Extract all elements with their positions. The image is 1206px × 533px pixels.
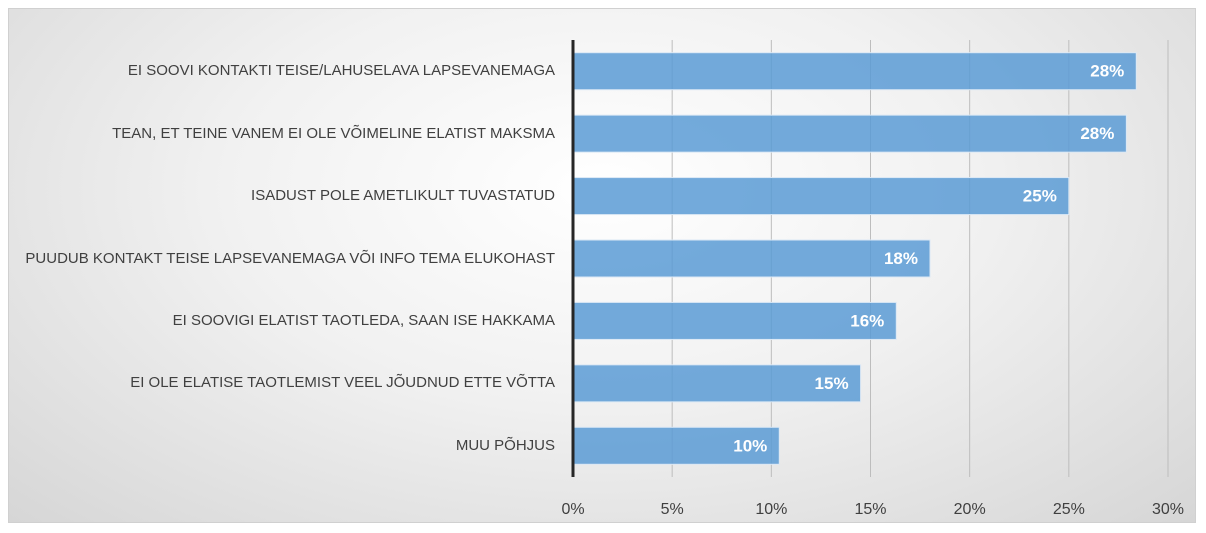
y-tick-label: EI SOOVI KONTAKTI TEISE/LAHUSELAVA LAPSE… <box>127 62 555 80</box>
x-tick-label: 5% <box>661 501 684 518</box>
y-tick-label: MUU PÕHJUS <box>455 436 555 454</box>
bar <box>572 364 862 403</box>
bar <box>572 114 1127 153</box>
bar <box>572 301 897 340</box>
x-tick-label: 15% <box>854 501 886 518</box>
y-tick-label: ISADUST POLE AMETLIKULT TUVASTATUD <box>251 187 555 205</box>
y-tick-label: EI SOOVIGI ELATIST TAOTLEDA, SAAN ISE HA… <box>172 311 555 329</box>
y-tick-label: PUUDUB KONTAKT TEISE LAPSEVANEMAGA VÕI I… <box>25 249 555 267</box>
bar <box>572 239 931 278</box>
y-tick-label: TEAN, ET TEINE VANEM EI OLE VÕIMELINE EL… <box>112 124 555 142</box>
y-tick-label: EI OLE ELATISE TAOTLEMIST VEEL JÕUDNUD E… <box>130 374 555 392</box>
x-tick-label: 20% <box>954 501 986 518</box>
x-tick-label: 25% <box>1053 501 1085 518</box>
data-label: 28% <box>1080 124 1114 143</box>
data-label: 18% <box>884 249 918 268</box>
bar <box>572 426 780 465</box>
bar <box>572 177 1070 216</box>
bar <box>572 52 1137 91</box>
data-label: 28% <box>1090 62 1124 81</box>
x-tick-label: 0% <box>561 501 584 518</box>
data-label: 16% <box>850 311 884 330</box>
data-label: 25% <box>1023 187 1057 206</box>
x-tick-label: 30% <box>1152 501 1184 518</box>
data-label: 15% <box>815 374 849 393</box>
x-tick-label: 10% <box>755 501 787 518</box>
data-label: 10% <box>733 436 767 455</box>
